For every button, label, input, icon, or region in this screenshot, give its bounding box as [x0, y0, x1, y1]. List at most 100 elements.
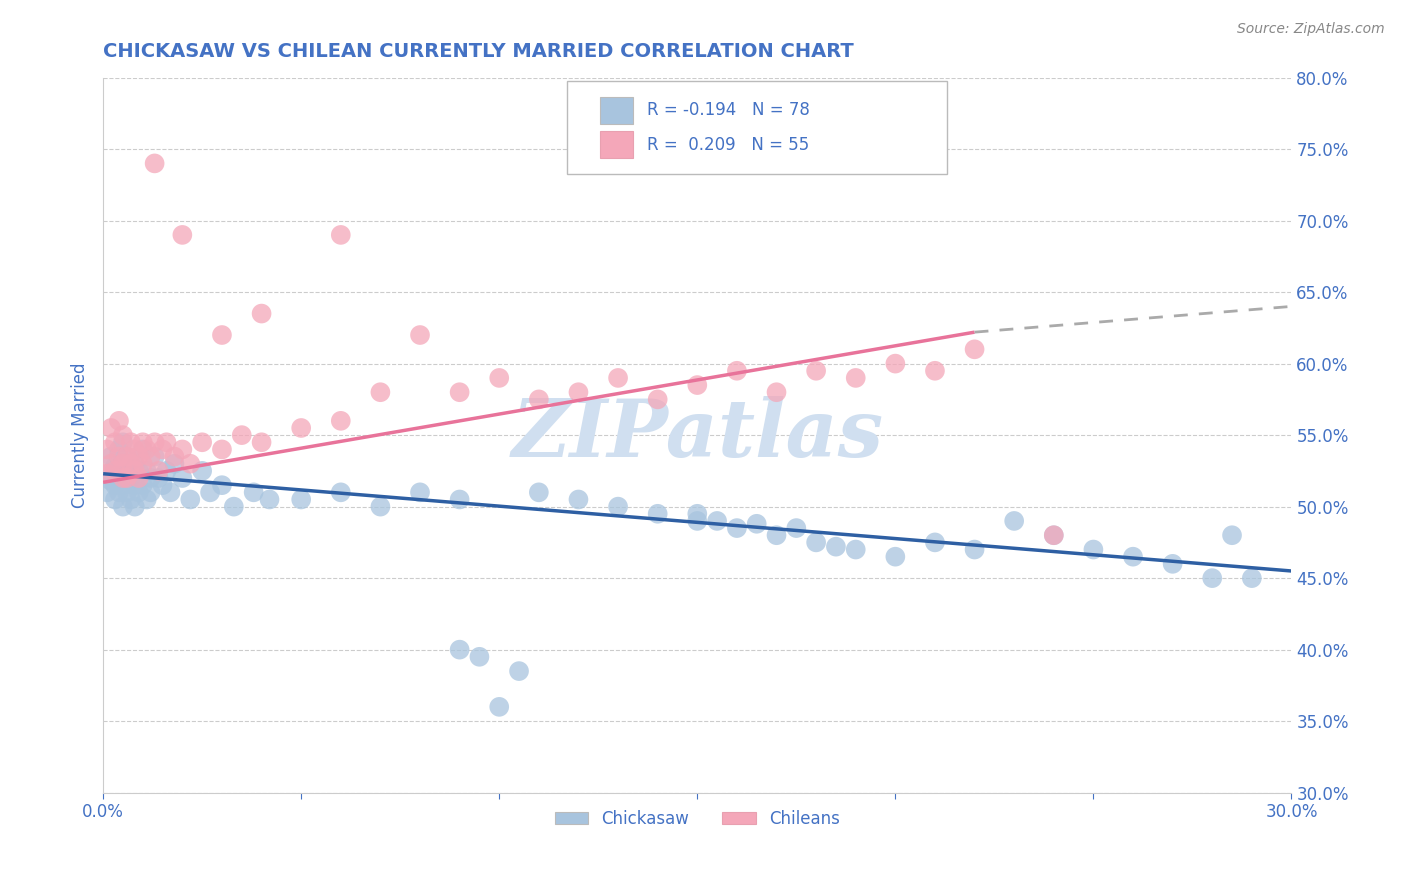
Point — [804, 364, 827, 378]
Point — [104, 464, 127, 478]
Point — [179, 492, 201, 507]
Point — [104, 478, 127, 492]
Point — [488, 699, 510, 714]
Point — [135, 464, 157, 478]
Point — [259, 492, 281, 507]
Point — [488, 371, 510, 385]
Point — [409, 485, 432, 500]
Point — [143, 156, 166, 170]
Point — [527, 485, 550, 500]
Point — [527, 392, 550, 407]
Point — [124, 457, 146, 471]
Point — [100, 474, 122, 488]
Point — [686, 514, 709, 528]
Point — [124, 500, 146, 514]
FancyBboxPatch shape — [567, 81, 946, 174]
Point — [152, 478, 174, 492]
Point — [1220, 528, 1243, 542]
Point — [706, 514, 728, 528]
Point — [468, 649, 491, 664]
Point — [111, 428, 134, 442]
Point — [172, 227, 194, 242]
Point — [211, 478, 233, 492]
Point — [370, 500, 392, 514]
Point — [111, 457, 134, 471]
Point — [804, 535, 827, 549]
Point — [115, 471, 138, 485]
Point — [124, 442, 146, 457]
Point — [100, 457, 122, 471]
Point — [159, 485, 181, 500]
Point — [785, 521, 807, 535]
Point — [152, 442, 174, 457]
Point — [132, 478, 155, 492]
Point — [104, 435, 127, 450]
Point — [111, 435, 134, 450]
Point — [155, 435, 177, 450]
Point — [128, 471, 150, 485]
Point — [607, 371, 630, 385]
Point — [100, 421, 122, 435]
Text: ZIPatlas: ZIPatlas — [512, 396, 883, 474]
Point — [231, 428, 253, 442]
Point — [143, 450, 166, 464]
Point — [290, 492, 312, 507]
Point — [135, 442, 157, 457]
Point — [845, 371, 868, 385]
Point — [1240, 571, 1263, 585]
Point — [242, 485, 264, 500]
Point — [179, 457, 201, 471]
Point — [963, 343, 986, 357]
Point — [96, 442, 118, 457]
Text: Source: ZipAtlas.com: Source: ZipAtlas.com — [1237, 22, 1385, 37]
Point — [924, 535, 946, 549]
Point — [725, 364, 748, 378]
Point — [124, 464, 146, 478]
Point — [96, 485, 118, 500]
Point — [250, 307, 273, 321]
Point — [765, 528, 787, 542]
Point — [111, 500, 134, 514]
Point — [1201, 571, 1223, 585]
Bar — [600, 97, 633, 124]
Y-axis label: Currently Married: Currently Married — [72, 362, 89, 508]
Point — [96, 467, 118, 481]
Point — [96, 467, 118, 481]
Point — [211, 328, 233, 343]
Point — [329, 414, 352, 428]
Point — [1161, 557, 1184, 571]
Point — [128, 464, 150, 478]
Point — [607, 500, 630, 514]
Point — [155, 464, 177, 478]
Point — [111, 478, 134, 492]
Point — [108, 485, 131, 500]
Point — [120, 457, 142, 471]
Point — [1002, 514, 1025, 528]
Text: CHICKASAW VS CHILEAN CURRENTLY MARRIED CORRELATION CHART: CHICKASAW VS CHILEAN CURRENTLY MARRIED C… — [103, 42, 853, 61]
Point — [115, 485, 138, 500]
Point — [745, 516, 768, 531]
Point — [329, 485, 352, 500]
Point — [449, 385, 471, 400]
Point — [1122, 549, 1144, 564]
Point — [449, 492, 471, 507]
Bar — [600, 131, 633, 159]
Point — [686, 507, 709, 521]
Point — [128, 485, 150, 500]
Point — [148, 471, 170, 485]
Point — [825, 540, 848, 554]
Point — [884, 357, 907, 371]
Point — [329, 227, 352, 242]
Point — [108, 414, 131, 428]
Point — [647, 392, 669, 407]
Text: R = -0.194   N = 78: R = -0.194 N = 78 — [647, 102, 810, 120]
Point — [191, 435, 214, 450]
Point — [139, 485, 162, 500]
Point — [139, 450, 162, 464]
Point — [222, 500, 245, 514]
Point — [115, 450, 138, 464]
Point — [845, 542, 868, 557]
Point — [132, 457, 155, 471]
Point — [120, 492, 142, 507]
Point — [1042, 528, 1064, 542]
